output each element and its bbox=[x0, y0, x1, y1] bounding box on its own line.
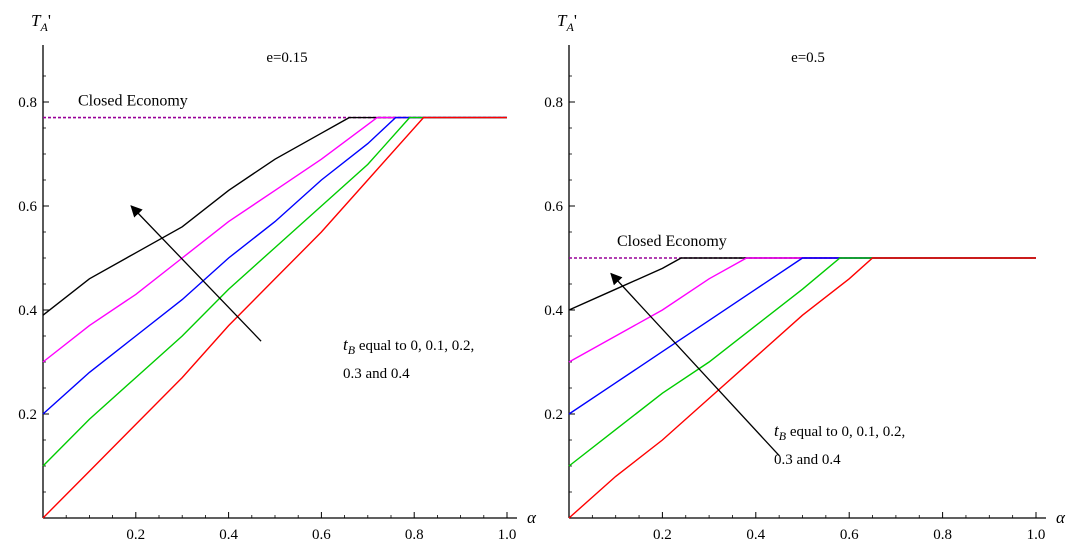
chart-title: e=0.5 bbox=[791, 50, 825, 66]
y-tick-label: 0.4 bbox=[544, 303, 563, 319]
x-tick-label: 0.2 bbox=[126, 527, 145, 543]
y-tick-label: 0.4 bbox=[18, 303, 37, 319]
annotation-arrow bbox=[130, 205, 262, 342]
x-tick-label: 0.4 bbox=[746, 527, 765, 543]
x-tick-label: 0.6 bbox=[840, 527, 859, 543]
x-axis-label: α bbox=[527, 508, 537, 527]
y-axis-label: TA' bbox=[31, 11, 51, 34]
series-line-1 bbox=[42, 116, 507, 363]
x-tick-label: 1.0 bbox=[1027, 527, 1046, 543]
series-line-0 bbox=[42, 116, 507, 316]
chart-panel-left: 0.2 0.4 0.6 0.8 1.0 0.2 0.4 0.6 0.8 TA' α e=0.15 Clo… bbox=[18, 11, 537, 543]
x-tick-label: 0.8 bbox=[405, 527, 424, 543]
annotation-arrow bbox=[610, 272, 780, 457]
annotation-line-1: tB equal to 0, 0.1, 0.2, bbox=[774, 421, 905, 443]
closed-economy-label: Closed Economy bbox=[617, 233, 727, 250]
y-tick-label: 0.2 bbox=[544, 407, 563, 423]
series-line-3 bbox=[568, 257, 1036, 467]
series-line-2 bbox=[42, 116, 507, 415]
chart-title: e=0.15 bbox=[266, 50, 307, 66]
y-tick-label: 0.6 bbox=[18, 199, 37, 215]
closed-economy-label: Closed Economy bbox=[78, 93, 188, 110]
series-line-4 bbox=[42, 116, 507, 519]
annotation-line-2: 0.3 and 0.4 bbox=[343, 366, 410, 382]
y-tick-label: 0.2 bbox=[18, 407, 37, 423]
y-tick-label: 0.8 bbox=[544, 95, 563, 111]
x-tick-label: 0.4 bbox=[219, 527, 238, 543]
x-tick-label: 0.2 bbox=[653, 527, 672, 543]
x-tick-label: 0.8 bbox=[933, 527, 952, 543]
y-axis-label: TA' bbox=[557, 11, 577, 34]
x-tick-label: 1.0 bbox=[498, 527, 517, 543]
chart-panel-right: 0.2 0.4 0.6 0.8 1.0 0.2 0.4 0.6 0.8 TA' α e=0.5 Clos… bbox=[544, 11, 1066, 543]
series-line-4 bbox=[568, 257, 1036, 519]
series-line-0 bbox=[568, 257, 1036, 311]
annotation-line-2: 0.3 and 0.4 bbox=[774, 452, 841, 468]
x-axis-label: α bbox=[1056, 508, 1066, 527]
x-tick-label: 0.6 bbox=[312, 527, 331, 543]
series-line-2 bbox=[568, 257, 1036, 415]
y-tick-label: 0.8 bbox=[18, 95, 37, 111]
series-line-1 bbox=[568, 257, 1036, 363]
annotation-line-1: tB equal to 0, 0.1, 0.2, bbox=[343, 335, 474, 357]
series-line-3 bbox=[42, 116, 507, 467]
y-tick-label: 0.6 bbox=[544, 199, 563, 215]
